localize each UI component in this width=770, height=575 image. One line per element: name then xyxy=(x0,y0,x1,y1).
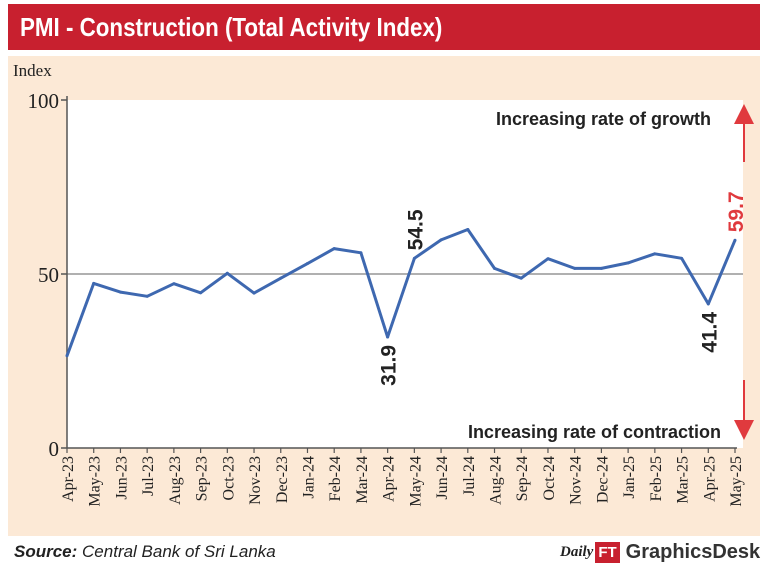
data-point xyxy=(706,302,710,306)
x-tick-label: Aug-23 xyxy=(167,456,184,505)
x-tick-label: Oct-23 xyxy=(220,456,237,500)
brand-daily: Daily xyxy=(560,543,594,560)
pmi-line-chart: Index 0 50 100 Apr-23 May-23 Jun-23 Jul-23 Aug… xyxy=(13,61,754,507)
y-axis-label: Index xyxy=(13,61,52,80)
data-point xyxy=(279,276,283,280)
data-label: 41.4 xyxy=(698,312,721,353)
brand-graphicsdesk: GraphicsDesk xyxy=(625,540,761,563)
data-point xyxy=(145,294,149,298)
x-tick-label: Jul-23 xyxy=(140,456,157,496)
data-label-group: 31.9 54.5 41.4 59.7 xyxy=(378,191,748,385)
x-tick-label: Jun-24 xyxy=(434,456,451,500)
y-tick-label: 100 xyxy=(28,89,60,113)
y-tick-group: 0 50 100 xyxy=(28,89,67,461)
x-tick-group: Apr-23 May-23 Jun-23 Jul-23 Aug-23 Sep-23 Oct-… xyxy=(60,448,745,507)
x-tick-label: Feb-25 xyxy=(648,456,665,501)
source-label: Source: xyxy=(14,542,78,561)
x-tick-label: May-25 xyxy=(728,456,745,507)
data-point xyxy=(546,257,550,261)
data-point xyxy=(466,227,470,231)
data-label: 31.9 xyxy=(378,345,401,386)
brand-ft: FT xyxy=(595,541,620,563)
x-tick-label: May-23 xyxy=(87,456,104,507)
x-tick-label: Feb-24 xyxy=(327,456,344,501)
series-line xyxy=(65,228,737,357)
data-point xyxy=(359,251,363,255)
x-tick-label: Sep-24 xyxy=(514,456,531,501)
source-text: Central Bank of Sri Lanka xyxy=(82,542,276,561)
x-tick-label: Nov-23 xyxy=(247,456,264,505)
data-point xyxy=(332,247,336,251)
annotation-contraction: Increasing rate of contraction xyxy=(468,422,721,442)
data-point xyxy=(573,266,577,270)
x-tick-label: Aug-24 xyxy=(488,456,505,505)
x-tick-label: Apr-24 xyxy=(381,456,398,502)
y-tick-label: 50 xyxy=(38,263,59,287)
data-point xyxy=(493,266,497,270)
data-point xyxy=(199,291,203,295)
x-tick-label: Oct-24 xyxy=(541,456,558,500)
data-point xyxy=(519,276,523,280)
x-tick-label: Dec-23 xyxy=(274,456,291,503)
annotation-growth: Increasing rate of growth xyxy=(496,109,711,129)
data-point xyxy=(386,335,390,339)
data-point xyxy=(305,262,309,266)
x-tick-label: Mar-25 xyxy=(675,456,692,504)
data-point xyxy=(733,238,737,242)
data-point xyxy=(118,290,122,294)
x-tick-label: Nov-24 xyxy=(568,456,585,505)
brand-logo: Daily FT GraphicsDesk xyxy=(560,538,760,566)
arrow-up-icon xyxy=(734,104,754,162)
data-point xyxy=(680,256,684,260)
data-point xyxy=(225,271,229,275)
x-tick-label: Sep-23 xyxy=(194,456,211,501)
data-point xyxy=(412,256,416,260)
x-tick-label: Apr-25 xyxy=(701,456,718,502)
data-point-group xyxy=(65,227,737,358)
data-point xyxy=(92,281,96,285)
data-point xyxy=(439,238,443,242)
data-point xyxy=(599,266,603,270)
data-point xyxy=(252,291,256,295)
chart-title: PMI - Construction (Total Activity Index… xyxy=(20,12,443,42)
y-tick-label: 0 xyxy=(49,437,60,461)
x-tick-label: Dec-24 xyxy=(594,456,611,503)
x-tick-label: Jun-23 xyxy=(113,456,130,500)
source-note: Source: Central Bank of Sri Lanka xyxy=(14,542,276,562)
x-tick-label: Apr-23 xyxy=(60,456,77,502)
axes xyxy=(66,96,737,449)
x-tick-label: Jan-25 xyxy=(621,456,638,499)
data-label: 59.7 xyxy=(725,191,748,232)
title-bar: PMI - Construction (Total Activity Index… xyxy=(8,4,760,50)
arrow-down-icon xyxy=(734,380,754,440)
data-point xyxy=(626,261,630,265)
x-tick-label: Mar-24 xyxy=(354,456,371,504)
x-tick-label: May-24 xyxy=(407,456,424,507)
x-tick-label: Jul-24 xyxy=(461,456,478,496)
data-point xyxy=(653,252,657,256)
x-tick-label: Jan-24 xyxy=(300,456,317,499)
data-point xyxy=(172,282,176,286)
data-label: 54.5 xyxy=(404,209,427,250)
data-point xyxy=(65,354,69,358)
